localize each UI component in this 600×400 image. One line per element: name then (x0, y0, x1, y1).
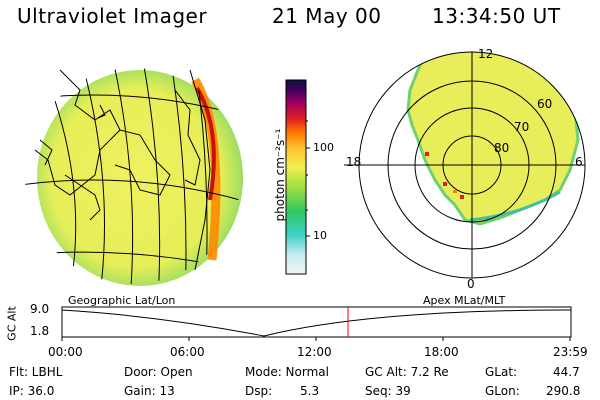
status-dsp-label: Dsp: (245, 384, 273, 398)
timeline-xtick-3: 18:00 (424, 345, 459, 359)
timeline-xtick-0: 00:00 (48, 345, 83, 359)
status-ip: IP: 36.0 (9, 384, 55, 398)
status-flt: Flt: LBHL (9, 365, 63, 379)
polar-plot (344, 51, 586, 279)
coastlines (34, 69, 201, 221)
timeline-xtick-1: 06:00 (170, 345, 205, 359)
mlt-label-6: 6 (575, 155, 583, 169)
mlt-label-12: 12 (478, 47, 494, 61)
status-gain: Gain: 13 (124, 384, 175, 398)
status-glat-value: 44.7 (553, 365, 580, 379)
status-dsp-value: 5.3 (300, 384, 320, 398)
time-label: 13:34:50 UT (432, 4, 561, 28)
aurora-core (195, 86, 216, 201)
mlt-label-0: 0 (467, 277, 475, 291)
mlat-label-60: 60 (537, 97, 553, 111)
earth-disk (37, 70, 243, 286)
timeline-ytick-max: 9.0 (30, 302, 50, 316)
mlt-label-18: 18 (346, 155, 362, 169)
timeline-right-caption: Apex MLat/MLT (423, 294, 506, 307)
timeline-xtick-4: 23:59 (553, 345, 588, 359)
status-seq: Seq: 39 (365, 384, 411, 398)
earth-image (25, 68, 243, 286)
mlat-label-70: 70 (514, 120, 530, 134)
colorbar (285, 79, 310, 275)
gc-alt-curve (61, 309, 572, 337)
timeline-axis-label: GC Alt (5, 306, 19, 341)
status-mode: Mode: Normal (245, 365, 329, 379)
timeline-left-caption: Geographic Lat/Lon (68, 294, 176, 307)
colorbar-label: photon cm⁻²s⁻¹ (273, 128, 287, 222)
mlat-label-80: 80 (494, 141, 510, 155)
status-glon-label: GLon: (485, 384, 520, 398)
colorbar-tick-100: 100 (313, 141, 334, 154)
timeline-ytick-min: 1.8 (30, 324, 50, 338)
timeline-plot (61, 306, 572, 341)
colorbar-tick-10: 10 (313, 229, 327, 242)
status-glat-label: GLat: (485, 365, 518, 379)
colorbar-scale (285, 79, 307, 275)
status-gc-alt: GC Alt: 7.2 Re (365, 365, 449, 379)
app-title: Ultraviolet Imager (17, 4, 208, 28)
status-door: Door: Open (124, 365, 193, 379)
date-label: 21 May 00 (272, 4, 382, 28)
status-glon-value: 290.8 (546, 384, 581, 398)
timeline-xtick-2: 12:00 (297, 345, 332, 359)
